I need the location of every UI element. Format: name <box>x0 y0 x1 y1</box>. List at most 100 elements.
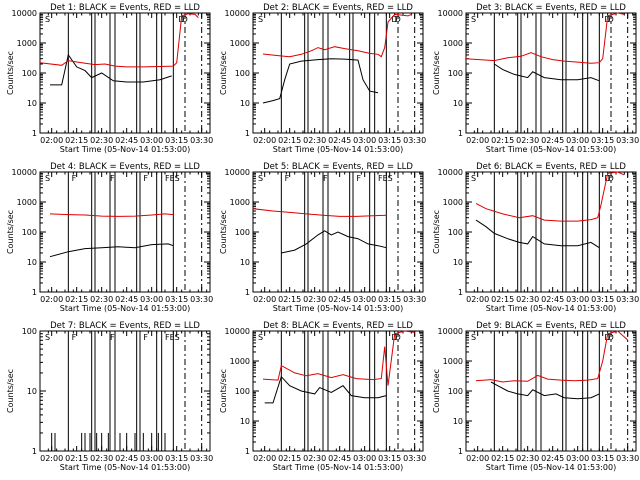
marker-label: S <box>258 333 263 342</box>
y-tick-label: 10 <box>27 258 37 267</box>
x-axis-label: Start Time (05-Nov-14 01:53:00) <box>273 463 403 472</box>
x-tick-label: 03:00 <box>140 295 163 304</box>
y-tick-label: 1000 <box>17 198 37 207</box>
y-axis-label: Counts/sec <box>6 210 15 254</box>
marker-label: F <box>285 174 290 183</box>
x-tick-label: 02:30 <box>90 136 113 145</box>
y-axis-label: Counts/sec <box>432 369 441 413</box>
series-line-events <box>49 243 174 258</box>
x-tick-label: 03:00 <box>353 295 376 304</box>
x-tick-label: 03:30 <box>616 454 639 463</box>
x-tick-label: 02:30 <box>90 454 113 463</box>
x-tick-label: 02:45 <box>115 454 138 463</box>
x-tick-label: 03:30 <box>190 454 213 463</box>
y-tick-label: 100 <box>235 69 250 78</box>
x-tick-label: 02:45 <box>328 454 351 463</box>
panel-title: Det 4: BLACK = Events, RED = LLD <box>50 162 200 172</box>
panel-det-8: Det 8: BLACK = Events, RED = LLD 1 10 100 10… <box>219 321 426 472</box>
y-tick-label: 10 <box>27 99 37 108</box>
marker-label: S <box>45 333 50 342</box>
x-tick-label: 03:00 <box>566 454 589 463</box>
panel-title: Det 8: BLACK = Events, RED = LLD <box>263 321 413 331</box>
marker-label: S <box>45 15 50 24</box>
x-tick-label: 02:15 <box>278 295 301 304</box>
y-tick-label: 10000 <box>438 168 463 177</box>
x-tick-label: 02:00 <box>253 136 276 145</box>
x-tick-label: 02:00 <box>40 454 63 463</box>
marker-label: D <box>608 174 614 183</box>
series-line-lld <box>262 13 412 58</box>
y-tick-label: 1000 <box>230 357 250 366</box>
y-tick-label: 1 <box>245 288 250 297</box>
series-line-events <box>494 63 600 82</box>
y-tick-label: 10 <box>453 258 463 267</box>
x-tick-label: 02:45 <box>115 136 138 145</box>
y-tick-label: 1000 <box>443 357 463 366</box>
panel-title: Det 7: BLACK = Events, RED = LLD <box>50 321 200 331</box>
y-tick-label: 1 <box>32 288 37 297</box>
marker-label: D <box>182 15 188 24</box>
x-tick-label: 03:15 <box>378 136 401 145</box>
x-tick-label: 02:15 <box>65 454 88 463</box>
x-tick-label: 03:15 <box>165 295 188 304</box>
x-tick-label: 02:30 <box>516 136 539 145</box>
y-tick-label: 1000 <box>230 198 250 207</box>
x-tick-label: 02:30 <box>303 136 326 145</box>
x-tick-label: 03:00 <box>353 454 376 463</box>
series-line-events <box>281 230 387 254</box>
marker-label: F <box>143 174 148 183</box>
x-tick-label: 02:00 <box>466 454 489 463</box>
x-tick-label: 03:30 <box>616 136 639 145</box>
series-line-lld <box>49 213 174 217</box>
y-tick-label: 1 <box>32 447 37 456</box>
x-tick-label: 02:45 <box>541 295 564 304</box>
x-tick-label: 03:15 <box>591 136 614 145</box>
series-line-lld <box>262 330 415 386</box>
y-tick-label: 100 <box>22 69 37 78</box>
x-tick-label: 02:45 <box>541 136 564 145</box>
panel-title: Det 5: BLACK = Events, RED = LLD <box>263 162 413 172</box>
x-axis-label: Start Time (05-Nov-14 01:53:00) <box>486 304 616 313</box>
y-tick-label: 100 <box>235 228 250 237</box>
y-tick-label: 10 <box>453 417 463 426</box>
panel-title: Det 6: BLACK = Events, RED = LLD <box>476 162 626 172</box>
panel-det-4: Det 4: BLACK = Events, RED = LLD 1 10 100 10… <box>6 162 213 313</box>
x-tick-label: 02:45 <box>541 454 564 463</box>
series-line-lld <box>465 12 625 64</box>
x-tick-label: 02:45 <box>328 295 351 304</box>
panel-det-7: Det 7: BLACK = Events, RED = LLD 1 10 100 02… <box>6 321 213 472</box>
x-tick-label: 03:30 <box>190 295 213 304</box>
x-tick-label: 02:15 <box>491 136 514 145</box>
marker-label: S <box>471 174 476 183</box>
y-axis-label: Counts/sec <box>432 51 441 95</box>
series-line-lld <box>475 330 629 383</box>
y-tick-label: 1 <box>458 288 463 297</box>
y-tick-label: 1000 <box>443 39 463 48</box>
x-tick-label: 02:15 <box>491 295 514 304</box>
y-tick-label: 10 <box>453 99 463 108</box>
marker-label: S <box>258 15 263 24</box>
x-axis-label: Start Time (05-Nov-14 01:53:00) <box>486 145 616 154</box>
y-tick-label: 100 <box>22 327 37 336</box>
marker-label: S <box>45 174 50 183</box>
y-axis-label: Counts/sec <box>219 51 228 95</box>
series-line-lld <box>39 13 199 68</box>
y-tick-label: 1 <box>458 129 463 138</box>
x-tick-label: 02:15 <box>491 454 514 463</box>
y-tick-label: 100 <box>448 69 463 78</box>
x-tick-label: 03:00 <box>353 136 376 145</box>
panel-title: Det 3: BLACK = Events, RED = LLD <box>476 3 626 13</box>
marker-label: D <box>395 333 401 342</box>
y-axis-label: Counts/sec <box>6 369 15 413</box>
panel-det-1: Det 1: BLACK = Events, RED = LLD 1 10 100 10… <box>6 3 213 154</box>
series-line-events <box>262 58 379 104</box>
x-tick-label: 02:30 <box>303 454 326 463</box>
marker-label: D <box>395 15 401 24</box>
marker-label: F <box>110 333 115 342</box>
y-axis-label: Counts/sec <box>219 210 228 254</box>
x-tick-label: 03:00 <box>566 136 589 145</box>
panel-det-5: Det 5: BLACK = Events, RED = LLD 1 10 100 10… <box>219 162 426 313</box>
marker-label: FES <box>165 333 180 342</box>
x-tick-label: 02:15 <box>65 136 88 145</box>
